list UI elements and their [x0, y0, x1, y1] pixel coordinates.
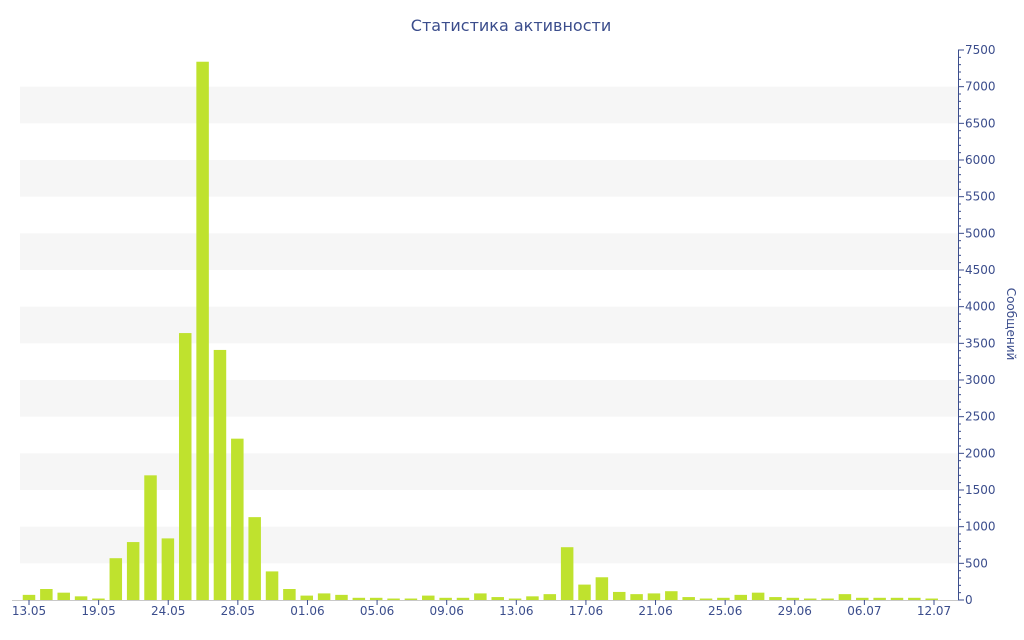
x-tick-label: 21.06 — [638, 604, 672, 618]
bar — [404, 598, 418, 600]
chart-title: Статистика активности — [411, 16, 611, 35]
bar — [630, 594, 643, 600]
bar — [474, 593, 487, 600]
bar — [456, 597, 470, 600]
bar — [161, 538, 175, 600]
bar — [856, 597, 869, 600]
bar — [560, 547, 574, 600]
y-tick-label: 5500 — [965, 190, 996, 204]
bar — [22, 594, 36, 600]
grid-band — [20, 453, 958, 490]
y-tick-label: 4500 — [965, 263, 996, 277]
x-tick-label: 09.06 — [430, 604, 464, 618]
bar — [647, 593, 661, 600]
bar — [665, 591, 678, 600]
bar — [769, 597, 782, 600]
bar — [92, 598, 105, 600]
y-tick-label: 0 — [965, 593, 973, 607]
grid-band — [20, 380, 958, 417]
y-axis: 0 500 1000 1500 2000 2500 3000 3500 4000 4500 5000… — [958, 43, 996, 607]
grid-band — [20, 86, 958, 124]
bar — [422, 595, 435, 600]
bar — [751, 592, 765, 600]
y-tick-label: 1500 — [965, 483, 996, 497]
x-tick-label: 05.06 — [360, 604, 394, 618]
bar — [717, 597, 730, 600]
grid-band — [20, 233, 958, 270]
x-tick-label: 29.06 — [778, 604, 812, 618]
bar — [352, 597, 366, 600]
bar — [821, 598, 834, 600]
bar — [803, 598, 817, 600]
bar — [612, 591, 626, 600]
x-tick-label: 25.06 — [708, 604, 742, 618]
bars — [22, 61, 938, 600]
y-tick-label: 1000 — [965, 520, 996, 534]
bar — [335, 594, 348, 600]
bar — [283, 589, 296, 600]
x-tick-label: 13.06 — [499, 604, 533, 618]
y-axis-title: Сообщений — [1004, 288, 1018, 361]
x-axis: 13.05 19.05 24.05 28.05 01.06 05.06 09.06 13.06… — [12, 600, 958, 618]
y-tick-label: 2500 — [965, 410, 996, 424]
bar — [387, 598, 400, 600]
bar — [838, 594, 852, 600]
y-tick-label: 6000 — [965, 153, 996, 167]
grid-band — [20, 526, 958, 564]
y-tick-label: 3500 — [965, 336, 996, 350]
x-tick-label: 19.05 — [81, 604, 115, 618]
bar — [578, 584, 591, 600]
bar — [786, 597, 800, 600]
grid-band — [20, 160, 958, 197]
bar — [508, 598, 522, 600]
bar — [439, 597, 452, 600]
y-tick-label: 500 — [965, 556, 988, 570]
y-tick-label: 4000 — [965, 300, 996, 314]
bar — [265, 571, 279, 600]
bar — [40, 589, 53, 600]
x-tick-label: 24.05 — [151, 604, 185, 618]
bar — [873, 597, 886, 600]
bar — [300, 595, 314, 600]
bar — [144, 475, 157, 600]
y-tick-label: 5000 — [965, 226, 996, 240]
x-tick-label: 06.07 — [847, 604, 881, 618]
bar — [248, 517, 261, 600]
bar — [178, 333, 192, 600]
x-tick-label: 13.05 — [12, 604, 46, 618]
bar — [369, 597, 383, 600]
grid-band — [20, 306, 958, 344]
y-tick-label: 3000 — [965, 373, 996, 387]
bar — [213, 349, 227, 600]
bar — [491, 597, 504, 600]
bar — [231, 438, 244, 600]
y-tick-label: 2000 — [965, 446, 996, 460]
bar — [908, 597, 921, 600]
bar — [57, 592, 70, 600]
bar — [890, 597, 904, 600]
x-tick-label: 17.06 — [569, 604, 603, 618]
bar — [317, 593, 331, 600]
bar — [74, 596, 88, 600]
y-tick-label: 6500 — [965, 116, 996, 130]
bar — [734, 594, 748, 600]
bar — [196, 61, 209, 600]
bar — [595, 577, 609, 600]
bar — [109, 558, 123, 600]
bar — [682, 597, 695, 600]
y-tick-label: 7500 — [965, 43, 996, 57]
bar — [126, 542, 140, 600]
x-tick-label: 01.06 — [290, 604, 324, 618]
x-tick-label: 28.05 — [221, 604, 255, 618]
y-tick-label: 7000 — [965, 80, 996, 94]
bar — [699, 598, 713, 600]
bar — [526, 596, 539, 600]
grid-bands — [20, 86, 958, 564]
bar — [925, 598, 938, 600]
bar — [543, 594, 557, 600]
x-tick-label: 12.07 — [917, 604, 951, 618]
